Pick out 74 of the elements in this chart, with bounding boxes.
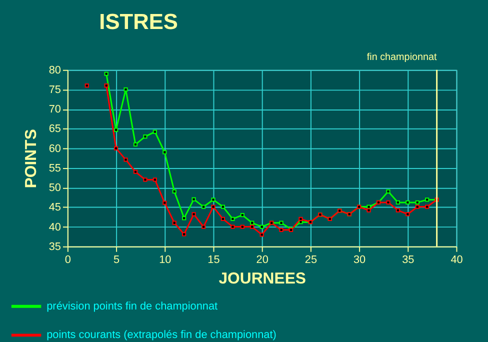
point [143,178,148,182]
point [124,158,128,162]
point [133,142,138,146]
y-tick-label: 75 [48,84,61,96]
point [211,204,216,209]
legend-label: prévision points fin de championnat [46,300,218,312]
x-tick-label: 30 [353,254,366,266]
point [240,224,244,229]
point [396,200,400,205]
point [192,212,196,216]
point [182,216,186,220]
point [220,216,226,222]
y-tick-label: 40 [48,221,61,234]
y-tick-label: 60 [48,142,61,155]
point [250,224,254,229]
point [396,208,400,212]
point [425,198,430,202]
point [114,128,118,132]
x-tick-label: 5 [114,254,120,266]
point [366,208,371,212]
point [279,220,284,225]
point [104,72,108,76]
point [230,224,235,229]
point [415,204,420,209]
point [84,83,89,88]
y-tick-label: 80 [48,64,61,76]
point [192,197,196,202]
x-tick-label: 40 [450,254,463,266]
ref-line-label: fin championnat [366,52,438,63]
point [279,228,284,232]
point [201,224,206,229]
y-tick-label: 65 [48,123,61,136]
chart-title: ISTRES [99,9,178,34]
point [220,204,226,209]
y-tick-label: 55 [48,162,61,174]
y-tick-label: 70 [48,104,61,116]
y-axis-title: POINTS [22,129,40,188]
y-tick-label: 35 [48,240,61,253]
point [211,198,216,202]
x-tick-label: 10 [159,254,172,266]
point [114,146,118,150]
point [162,200,167,205]
point [162,150,167,154]
point [133,170,138,174]
point [415,200,420,205]
point [143,134,148,139]
x-tick-label: 25 [304,254,318,266]
x-tick-label: 15 [208,254,220,266]
point [152,130,157,134]
y-tick-label: 50 [48,182,61,194]
point [406,200,410,205]
point [172,189,176,194]
point [240,212,244,218]
point [260,224,264,229]
point [172,220,176,225]
point [182,232,186,236]
x-axis-title: JOURNEES [218,270,306,288]
point [230,216,235,222]
point [104,83,108,88]
x-tick-label: 35 [402,254,414,266]
point [260,232,264,237]
x-tick-label: 0 [64,254,71,266]
point [386,189,390,194]
point [124,87,128,92]
y-tick-label: 45 [48,202,61,214]
point [425,204,430,209]
x-tick-label: 20 [256,254,268,266]
point [366,204,371,209]
point [201,204,206,209]
point [386,200,390,205]
legend-label: points courants (extrapolés fin de championnat) [46,329,276,342]
point [152,178,157,182]
point [406,212,410,216]
point [298,216,303,222]
